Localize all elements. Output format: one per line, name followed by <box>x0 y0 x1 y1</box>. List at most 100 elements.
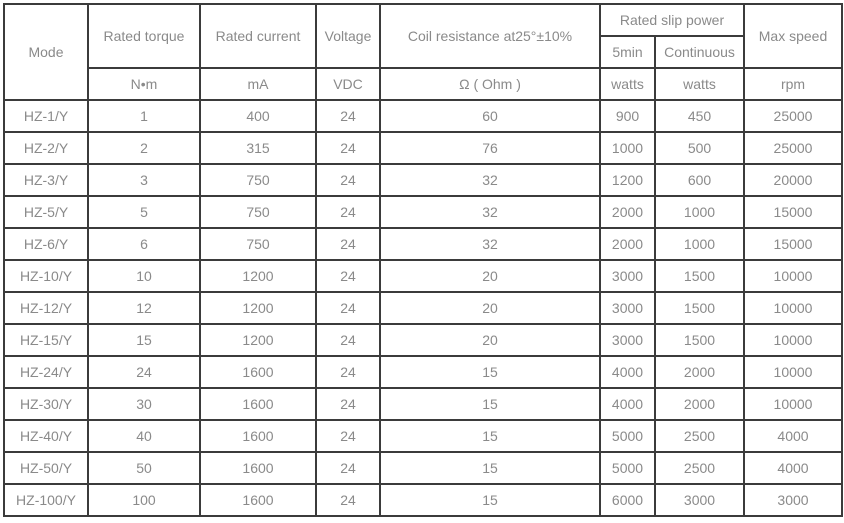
cell-slip-5min: 4000 <box>599 355 656 389</box>
cell-max-speed: 15000 <box>743 227 843 261</box>
cell-torque: 10 <box>87 259 201 293</box>
cell-torque: 15 <box>87 323 201 357</box>
cell-slip-continuous: 1500 <box>654 259 745 293</box>
table-row: HZ-40/Y 40 1600 24 15 5000 2500 4000 <box>3 419 843 453</box>
cell-mode: HZ-10/Y <box>3 259 89 293</box>
cell-current: 315 <box>199 131 317 165</box>
unit-voltage: VDC <box>315 67 381 101</box>
cell-slip-continuous: 1500 <box>654 291 745 325</box>
cell-mode: HZ-3/Y <box>3 163 89 197</box>
header-slip-continuous: Continuous <box>654 35 745 69</box>
cell-mode: HZ-100/Y <box>3 483 89 517</box>
table-row: HZ-30/Y 30 1600 24 15 4000 2000 10000 <box>3 387 843 421</box>
cell-resistance: 32 <box>379 163 601 197</box>
cell-torque: 2 <box>87 131 201 165</box>
cell-slip-continuous: 1000 <box>654 195 745 229</box>
cell-max-speed: 10000 <box>743 259 843 293</box>
cell-mode: HZ-1/Y <box>3 99 89 133</box>
cell-max-speed: 25000 <box>743 99 843 133</box>
cell-voltage: 24 <box>315 451 381 485</box>
cell-current: 750 <box>199 163 317 197</box>
table-row: HZ-50/Y 50 1600 24 15 5000 2500 4000 <box>3 451 843 485</box>
unit-torque: N•m <box>87 67 201 101</box>
header-mode: Mode <box>3 3 89 101</box>
cell-resistance: 32 <box>379 195 601 229</box>
table-row: HZ-1/Y 1 400 24 60 900 450 25000 <box>3 99 843 133</box>
cell-slip-5min: 3000 <box>599 323 656 357</box>
cell-slip-5min: 1000 <box>599 131 656 165</box>
cell-current: 1200 <box>199 259 317 293</box>
cell-voltage: 24 <box>315 291 381 325</box>
cell-voltage: 24 <box>315 227 381 261</box>
cell-voltage: 24 <box>315 355 381 389</box>
unit-speed: rpm <box>743 67 843 101</box>
cell-slip-5min: 5000 <box>599 419 656 453</box>
header-rated-current: Rated current <box>199 3 317 69</box>
table-row: HZ-6/Y 6 750 24 32 2000 1000 15000 <box>3 227 843 261</box>
cell-resistance: 76 <box>379 131 601 165</box>
cell-max-speed: 25000 <box>743 131 843 165</box>
cell-max-speed: 10000 <box>743 387 843 421</box>
header-rated-slip-power: Rated slip power <box>599 3 745 37</box>
cell-voltage: 24 <box>315 259 381 293</box>
cell-resistance: 60 <box>379 99 601 133</box>
cell-current: 1600 <box>199 451 317 485</box>
cell-current: 1600 <box>199 419 317 453</box>
cell-torque: 3 <box>87 163 201 197</box>
cell-slip-continuous: 3000 <box>654 483 745 517</box>
cell-mode: HZ-15/Y <box>3 323 89 357</box>
cell-torque: 24 <box>87 355 201 389</box>
cell-slip-continuous: 450 <box>654 99 745 133</box>
cell-current: 1200 <box>199 291 317 325</box>
table-row: HZ-100/Y 100 1600 24 15 6000 3000 3000 <box>3 483 843 517</box>
header-slip-5min: 5min <box>599 35 656 69</box>
cell-current: 1200 <box>199 323 317 357</box>
header-rated-torque: Rated torque <box>87 3 201 69</box>
table-row: HZ-15/Y 15 1200 24 20 3000 1500 10000 <box>3 323 843 357</box>
cell-resistance: 32 <box>379 227 601 261</box>
cell-current: 1600 <box>199 355 317 389</box>
cell-mode: HZ-40/Y <box>3 419 89 453</box>
cell-resistance: 15 <box>379 387 601 421</box>
table-row: HZ-24/Y 24 1600 24 15 4000 2000 10000 <box>3 355 843 389</box>
cell-max-speed: 15000 <box>743 195 843 229</box>
cell-slip-5min: 6000 <box>599 483 656 517</box>
cell-torque: 6 <box>87 227 201 261</box>
cell-slip-continuous: 2500 <box>654 419 745 453</box>
cell-torque: 40 <box>87 419 201 453</box>
cell-voltage: 24 <box>315 163 381 197</box>
header-coil-resistance: Coil resistance at25°±10% <box>379 3 601 69</box>
header-max-speed: Max speed <box>743 3 843 69</box>
header-row-1: Mode Rated torque Rated current Voltage … <box>3 3 843 101</box>
cell-torque: 1 <box>87 99 201 133</box>
table-row: HZ-2/Y 2 315 24 76 1000 500 25000 <box>3 131 843 165</box>
cell-slip-5min: 3000 <box>599 291 656 325</box>
cell-voltage: 24 <box>315 387 381 421</box>
cell-slip-continuous: 2000 <box>654 355 745 389</box>
cell-resistance: 15 <box>379 451 601 485</box>
cell-current: 750 <box>199 195 317 229</box>
header-voltage: Voltage <box>315 3 381 69</box>
cell-slip-5min: 4000 <box>599 387 656 421</box>
cell-max-speed: 20000 <box>743 163 843 197</box>
cell-resistance: 20 <box>379 259 601 293</box>
cell-resistance: 15 <box>379 355 601 389</box>
cell-current: 1600 <box>199 387 317 421</box>
cell-mode: HZ-24/Y <box>3 355 89 389</box>
cell-slip-5min: 5000 <box>599 451 656 485</box>
cell-slip-continuous: 1000 <box>654 227 745 261</box>
cell-mode: HZ-12/Y <box>3 291 89 325</box>
table-row: HZ-12/Y 12 1200 24 20 3000 1500 10000 <box>3 291 843 325</box>
unit-current: mA <box>199 67 317 101</box>
cell-max-speed: 10000 <box>743 323 843 357</box>
cell-max-speed: 4000 <box>743 451 843 485</box>
cell-resistance: 15 <box>379 419 601 453</box>
cell-resistance: 15 <box>379 483 601 517</box>
cell-voltage: 24 <box>315 131 381 165</box>
cell-torque: 30 <box>87 387 201 421</box>
cell-current: 400 <box>199 99 317 133</box>
table-row: HZ-10/Y 10 1200 24 20 3000 1500 10000 <box>3 259 843 293</box>
cell-resistance: 20 <box>379 323 601 357</box>
cell-current: 1600 <box>199 483 317 517</box>
